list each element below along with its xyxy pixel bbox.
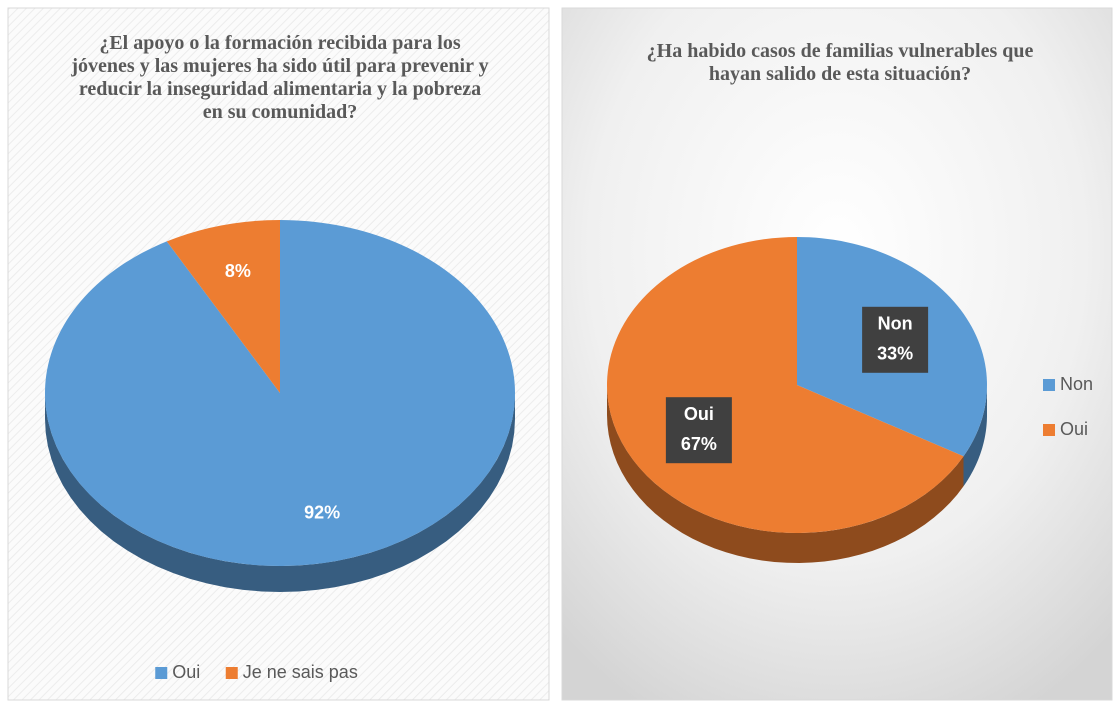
slice — [166, 220, 280, 393]
slice — [44, 220, 515, 566]
data-label-category: Oui — [684, 404, 714, 424]
data-label: 8% — [225, 261, 251, 281]
legend-swatch — [155, 667, 168, 679]
slice-side — [607, 385, 964, 563]
legend-label: Non — [1060, 374, 1093, 394]
chart-title: ¿Ha habido casos de familias vulnerables… — [646, 40, 1034, 85]
chart-title: ¿El apoyo o la formación recibida para l… — [71, 32, 489, 123]
legend-swatch — [225, 667, 238, 679]
data-label: 67% — [681, 434, 717, 454]
title-box: ¿Ha habido casos de familias vulnerables… — [646, 40, 1034, 85]
data-label-category: Non — [878, 314, 913, 334]
legend-swatch — [1043, 424, 1055, 436]
legend-swatch — [1043, 379, 1055, 391]
legend-label: Je ne sais pas — [243, 662, 358, 682]
label-box — [862, 306, 929, 373]
title-box: ¿El apoyo o la formación recibida para l… — [71, 32, 489, 123]
data-label: 92% — [304, 502, 340, 522]
label-box — [665, 397, 732, 464]
data-label: 33% — [877, 344, 913, 364]
slice-side — [963, 385, 987, 487]
legend-label: Oui — [1060, 419, 1088, 439]
legend-label: Oui — [172, 662, 200, 682]
